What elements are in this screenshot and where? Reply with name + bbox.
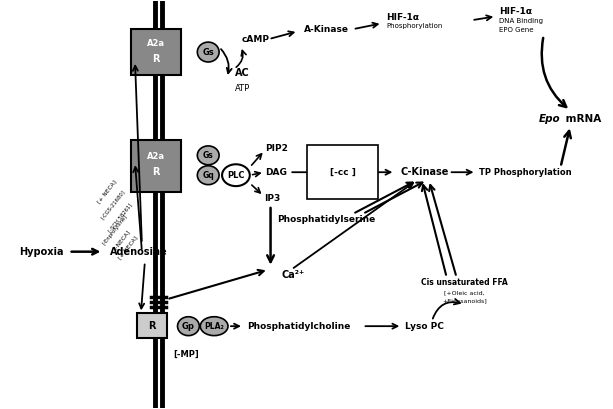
FancyBboxPatch shape (131, 140, 180, 192)
Text: [-CGS-21680]: [-CGS-21680] (100, 189, 126, 221)
FancyBboxPatch shape (131, 29, 180, 75)
Text: A2a: A2a (147, 152, 165, 161)
Ellipse shape (222, 164, 249, 186)
Text: Phosphatidylcholine: Phosphatidylcholine (247, 321, 350, 330)
Text: DNA Binding: DNA Binding (499, 18, 543, 24)
Text: PLA₂: PLA₂ (204, 321, 224, 330)
Text: C-Kinase: C-Kinase (400, 167, 449, 177)
Text: ATP: ATP (235, 84, 250, 93)
Text: +Eicosanoids]: +Eicosanoids] (442, 298, 487, 303)
Text: [-MP]: [-MP] (173, 349, 199, 358)
Text: A2a: A2a (147, 38, 165, 47)
Text: [-Enprofylline]: [-Enprofylline] (102, 213, 129, 246)
Text: Epo: Epo (539, 114, 560, 124)
Text: mRNA: mRNA (563, 114, 602, 124)
Text: Gs: Gs (203, 151, 213, 160)
Text: Phosphatidylserine: Phosphatidylserine (277, 216, 375, 225)
Text: R: R (148, 321, 156, 331)
Text: HIF-1α: HIF-1α (499, 7, 532, 16)
Text: Hypoxia: Hypoxia (19, 247, 64, 257)
Text: Cis unsaturated FFA: Cis unsaturated FFA (421, 278, 508, 287)
Text: IP3: IP3 (264, 193, 280, 202)
Text: Phosphorylation: Phosphorylation (386, 23, 443, 29)
Text: [-NECA]: [-NECA] (113, 229, 131, 250)
Text: PLC: PLC (227, 171, 245, 180)
Text: TP Phosphorylation: TP Phosphorylation (479, 168, 572, 177)
Text: HIF-1α: HIF-1α (386, 13, 419, 22)
Text: Gs: Gs (202, 47, 214, 56)
Text: Ca²⁺: Ca²⁺ (281, 270, 305, 279)
Text: [-SCH 58261]: [-SCH 58261] (107, 202, 133, 234)
Ellipse shape (197, 166, 219, 184)
Text: [+Oleic acid,: [+Oleic acid, (444, 290, 485, 295)
Text: Lyso PC: Lyso PC (405, 321, 444, 330)
Ellipse shape (200, 317, 228, 336)
Text: [+ NECA]: [+ NECA] (97, 180, 118, 204)
Text: Gp: Gp (182, 321, 195, 330)
Text: [+ NECA]: [+ NECA] (118, 235, 139, 260)
Text: Adenosine: Adenosine (110, 247, 168, 257)
Text: R: R (152, 167, 159, 177)
Text: EPO Gene: EPO Gene (499, 27, 534, 33)
Text: [-cc ]: [-cc ] (330, 168, 356, 177)
FancyBboxPatch shape (137, 313, 167, 338)
Text: cAMP: cAMP (242, 35, 270, 44)
Ellipse shape (197, 42, 219, 62)
Text: PIP2: PIP2 (265, 144, 289, 153)
Ellipse shape (197, 146, 219, 165)
FancyArrowPatch shape (433, 299, 460, 319)
Text: Gq: Gq (202, 171, 214, 180)
Text: A-Kinase: A-Kinase (304, 25, 349, 34)
Text: AC: AC (235, 68, 249, 78)
Ellipse shape (178, 317, 199, 336)
Text: DAG: DAG (265, 168, 287, 177)
Text: R: R (152, 54, 159, 64)
